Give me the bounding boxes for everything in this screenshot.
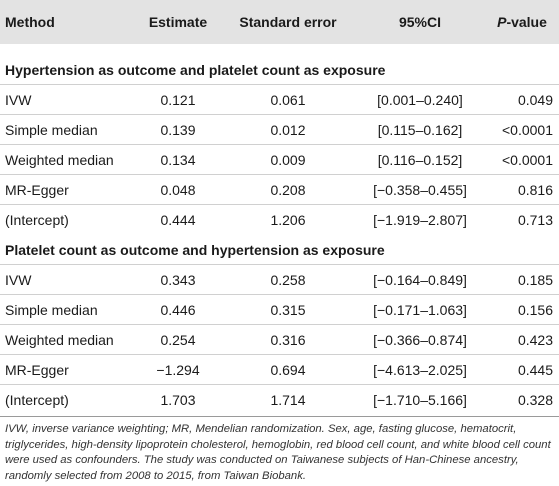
row-separator [0,204,559,205]
method-cell: IVW [5,272,32,288]
value-cell: 0.156 [517,302,553,318]
value-cell: 0.049 [517,92,553,108]
row-separator [0,174,559,175]
value-cell: 0.816 [517,182,553,198]
section-title: Platelet count as outcome and hypertensi… [5,242,385,258]
value-cell: [−1.919–2.807] [373,212,467,228]
column-header: Standard error [239,14,337,30]
method-cell: IVW [5,92,32,108]
column-header: Method [5,14,55,30]
row-separator [0,354,559,355]
value-cell: 0.423 [517,332,553,348]
value-cell: [−0.171–1.063] [373,302,467,318]
value-cell: 0.328 [517,392,553,408]
value-cell: <0.0001 [502,122,553,138]
method-cell: Simple median [5,302,98,318]
value-cell: 0.446 [160,302,196,318]
value-cell: 0.713 [517,212,553,228]
method-cell: MR-Egger [5,182,69,198]
column-header: 95%CI [398,14,442,30]
value-cell: 0.445 [517,362,553,378]
row-separator [0,84,559,85]
header-background [0,0,559,44]
value-cell: 0.258 [270,272,306,288]
value-cell: 0.315 [270,302,306,318]
value-cell: [−0.358–0.455] [373,182,467,198]
value-cell: 0.009 [270,152,306,168]
value-cell: 0.061 [270,92,306,108]
value-cell: 0.254 [160,332,196,348]
value-cell: 0.444 [160,212,196,228]
row-separator [0,264,559,265]
value-cell: [−0.164–0.849] [373,272,467,288]
method-cell: (Intercept) [5,212,69,228]
column-header: P-value [497,14,547,30]
footnote: IVW, inverse variance weighting; MR, Men… [5,423,551,482]
table-bottom-rule [0,416,559,417]
value-cell: 0.121 [160,92,196,108]
value-cell: 0.694 [270,362,306,378]
value-cell: −1.294 [156,362,200,378]
column-header: Estimate [148,14,208,30]
value-cell: [−4.613–2.025] [373,362,467,378]
row-separator [0,294,559,295]
value-cell: 1.206 [270,212,306,228]
value-cell: 0.012 [270,122,306,138]
value-cell: 1.714 [270,392,306,408]
method-cell: Weighted median [5,332,114,348]
value-cell: [0.116–0.152] [377,152,463,168]
value-cell: 0.208 [270,182,306,198]
value-cell: 0.316 [270,332,306,348]
method-cell: (Intercept) [5,392,69,408]
value-cell: [−0.366–0.874] [373,332,467,348]
value-cell: [0.115–0.162] [377,122,463,138]
method-cell: Simple median [5,122,98,138]
value-cell: 0.048 [160,182,196,198]
section-title: Hypertension as outcome and platelet cou… [5,62,386,78]
row-separator [0,324,559,325]
method-cell: Weighted median [5,152,114,168]
value-cell: [0.001–0.240] [377,92,463,108]
row-separator [0,114,559,115]
value-cell: <0.0001 [502,152,553,168]
method-cell: MR-Egger [5,362,69,378]
row-separator [0,384,559,385]
value-cell: 0.139 [160,122,196,138]
value-cell: 0.185 [517,272,553,288]
row-separator [0,144,559,145]
value-cell: 1.703 [160,392,196,408]
value-cell: [−1.710–5.166] [373,392,467,408]
value-cell: 0.343 [160,272,196,288]
value-cell: 0.134 [160,152,196,168]
